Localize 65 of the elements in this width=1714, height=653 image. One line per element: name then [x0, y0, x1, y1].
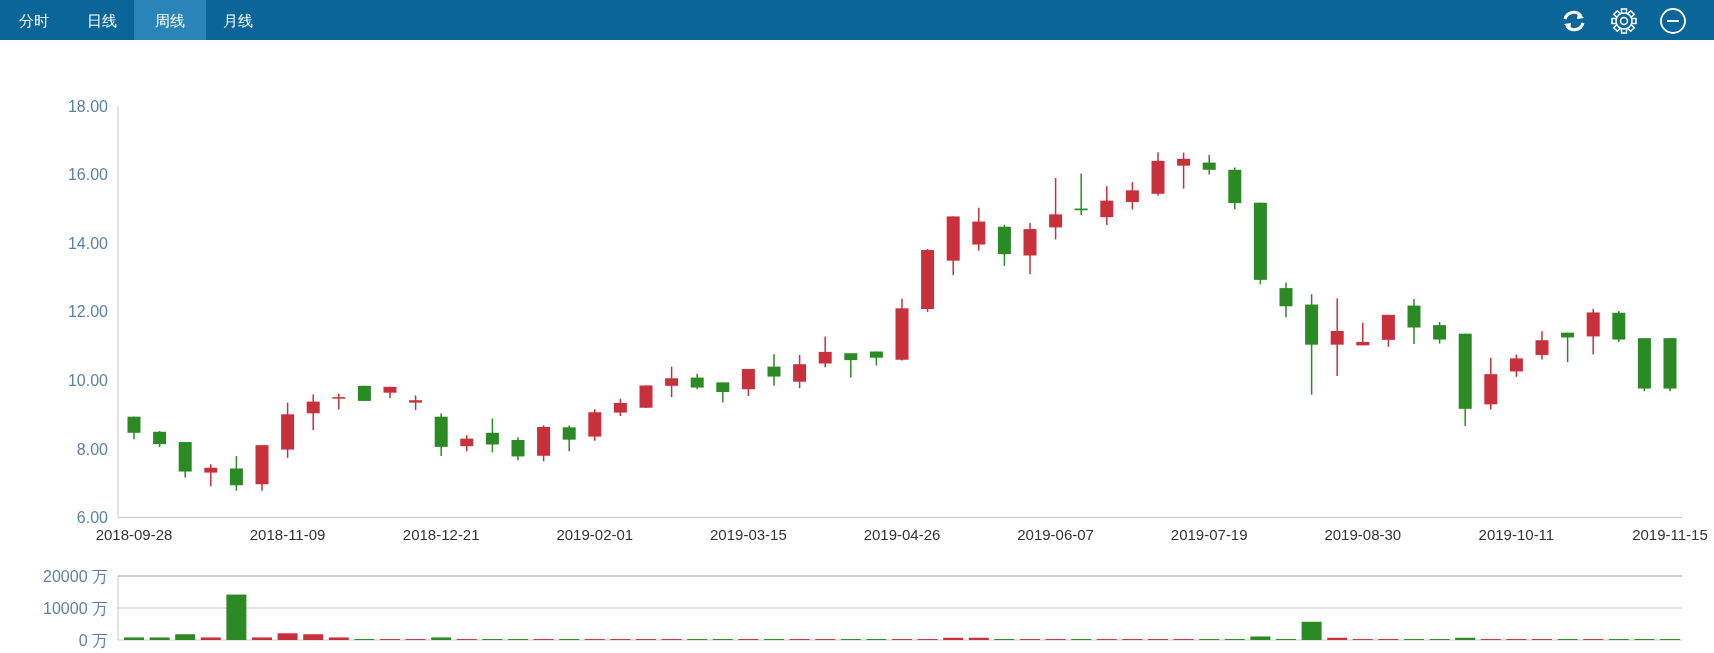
- candlestick: [1535, 330, 1549, 361]
- x-tick-label: 2018-09-28: [95, 525, 173, 543]
- bar: [200, 637, 221, 640]
- candlestick: [741, 368, 755, 397]
- candlestick: [639, 384, 653, 409]
- bar: [124, 637, 144, 640]
- candlestick: [716, 381, 730, 404]
- x-tick-label: 2018-12-21: [402, 525, 480, 543]
- y-tick-label: 18.00: [67, 97, 109, 115]
- text: 分时: [19, 12, 49, 29]
- text: 日线: [87, 12, 117, 29]
- x-tick-label: 2019-03-15: [710, 525, 787, 543]
- candlestick: [332, 392, 346, 411]
- bar: [431, 637, 452, 640]
- candlestick: [1049, 177, 1063, 241]
- candlestick: [818, 335, 832, 369]
- candlestick: [511, 436, 525, 461]
- x-tick-label: 2019-08-30: [1324, 525, 1402, 543]
- y-tick-label: 6.00: [76, 509, 109, 527]
- candlestick: [306, 393, 320, 431]
- candlestick: [793, 354, 807, 389]
- x-tick-label: 2019-06-07: [1017, 525, 1094, 543]
- y-tick-label: 10.00: [67, 371, 109, 389]
- x-tick-label: 2019-02-01: [556, 525, 634, 543]
- candlestick: [1125, 181, 1139, 211]
- candlestick: [1433, 321, 1447, 345]
- y-tick-label: 0 万: [78, 631, 108, 649]
- x-tick-label: 2019-07-19: [1170, 525, 1248, 543]
- candlestick: [1509, 353, 1523, 378]
- y-tick-label: 8.00: [76, 440, 109, 458]
- candlestick: [1177, 151, 1191, 190]
- candlestick: [1100, 185, 1114, 226]
- candlestick: [972, 207, 986, 252]
- x-tick-label: 2019-11-15: [1632, 525, 1708, 543]
- text: 月线: [223, 12, 253, 29]
- bar: [328, 637, 349, 640]
- candlestick: [665, 365, 679, 398]
- y-tick-label: 16.00: [67, 166, 109, 184]
- bar: [1301, 621, 1322, 640]
- candlestick: [229, 455, 243, 492]
- candlestick: [1586, 308, 1600, 356]
- y-tick-label: 10000 万: [43, 599, 108, 617]
- bar: [252, 637, 272, 640]
- bar: [175, 634, 196, 640]
- candlestick: [1330, 297, 1344, 377]
- candlestick: [844, 352, 858, 379]
- bar: [303, 634, 324, 640]
- bar: [226, 594, 247, 640]
- candlestick: [204, 463, 218, 488]
- bar: [149, 637, 170, 640]
- bar: [1250, 636, 1271, 640]
- x-tick-label: 2019-04-26: [863, 525, 941, 543]
- candlestick: [562, 424, 576, 453]
- candlestick: [1202, 154, 1216, 176]
- x-tick-label: 2019-10-11: [1478, 525, 1555, 543]
- y-tick-label: 12.00: [67, 303, 109, 321]
- candlestick: [1279, 281, 1293, 318]
- candlestick: [1407, 298, 1421, 345]
- candlestick: [767, 353, 781, 387]
- bar: [277, 633, 298, 640]
- y-tick-label: 20000 万: [43, 567, 108, 585]
- candlestick: [485, 417, 499, 454]
- text: 周线: [155, 12, 185, 29]
- y-tick-label: 14.00: [67, 234, 109, 252]
- x-tick-label: 2018-11-09: [249, 525, 326, 543]
